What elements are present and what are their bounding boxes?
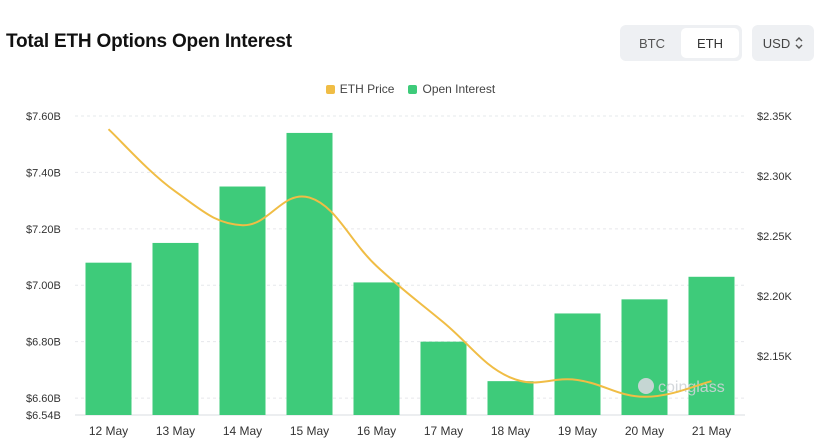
y-right-tick-label: $2.30K: [757, 171, 793, 183]
x-tick-label: 17 May: [424, 424, 463, 438]
open-interest-bar: [85, 262, 132, 415]
y-left-tick-label: $7.20B: [26, 224, 61, 236]
y-left-tick-label: $6.80B: [26, 337, 61, 349]
x-tick-label: 16 May: [357, 424, 396, 438]
x-tick-label: 18 May: [491, 424, 530, 438]
currency-select[interactable]: USD: [752, 25, 814, 61]
y-left-tick-label: $7.60B: [26, 111, 61, 123]
y-left-tick-label: $6.60B: [26, 393, 61, 405]
legend-item-eth-price[interactable]: ETH Price: [325, 82, 395, 96]
y-left-tick-label: $6.54B: [26, 410, 61, 422]
y-right-tick-label: $2.20K: [757, 291, 793, 303]
y-right-tick-label: $2.35K: [757, 111, 793, 123]
x-tick-label: 15 May: [290, 424, 329, 438]
toggle-btc-button[interactable]: BTC: [639, 35, 665, 51]
y-left-tick-label: $7.00B: [26, 280, 61, 292]
y-right-tick-label: $2.15K: [757, 351, 793, 363]
open-interest-bar: [487, 381, 534, 415]
chart-legend: ETH Price Open Interest: [0, 82, 821, 96]
x-tick-label: 21 May: [692, 424, 731, 438]
open-interest-bar: [353, 282, 400, 415]
open-interest-bar: [554, 313, 601, 415]
x-tick-label: 14 May: [223, 424, 262, 438]
asset-toggle[interactable]: BTC ETH: [620, 25, 742, 61]
toggle-eth-button[interactable]: ETH: [681, 28, 739, 58]
y-right-tick-label: $2.25K: [757, 231, 793, 243]
coinglass-logo-icon: [638, 378, 654, 394]
eth-price-line: [107, 128, 712, 398]
currency-value: USD: [762, 35, 791, 51]
x-tick-label: 20 May: [625, 424, 664, 438]
x-tick-label: 13 May: [156, 424, 195, 438]
open-interest-bar: [152, 242, 199, 415]
open-interest-bar: [286, 132, 333, 415]
x-tick-label: 12 May: [89, 424, 128, 438]
legend-label-eth-price: ETH Price: [339, 82, 395, 96]
legend-item-open-interest[interactable]: Open Interest: [408, 82, 495, 96]
legend-swatch-eth-price: [325, 84, 335, 94]
chevron-up-down-icon: [795, 37, 803, 49]
y-left-tick-label: $7.40B: [26, 167, 61, 179]
open-interest-bar: [420, 341, 467, 415]
page-title: Total ETH Options Open Interest: [6, 31, 292, 52]
legend-swatch-open-interest: [408, 84, 418, 94]
open-interest-bar: [688, 276, 735, 415]
legend-label-open-interest: Open Interest: [422, 82, 496, 96]
x-tick-label: 19 May: [558, 424, 597, 438]
